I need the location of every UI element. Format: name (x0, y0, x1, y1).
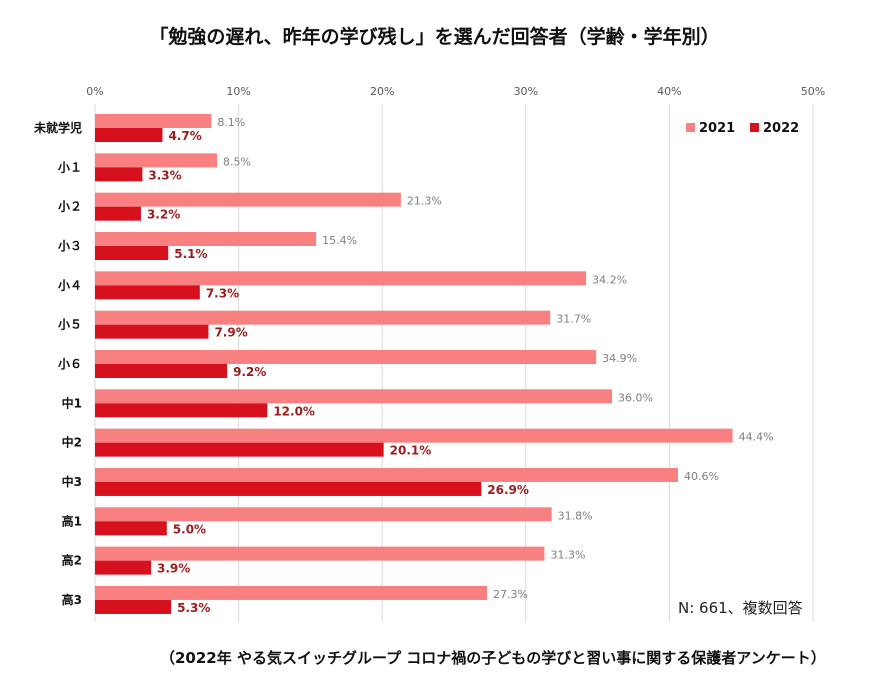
bar-2021 (95, 389, 612, 404)
data-label-2022: 3.9% (157, 562, 190, 576)
data-label-2022: 3.3% (148, 168, 181, 182)
category-label: 小３ (58, 238, 82, 253)
x-tick-label: 50% (801, 85, 825, 98)
data-label-2022: 7.3% (206, 286, 239, 300)
bar-2022 (95, 481, 482, 496)
data-label-2021: 40.6% (684, 470, 719, 483)
category-label: 中1 (62, 395, 82, 410)
category-label: 未就学児 (33, 120, 82, 135)
bar-2021 (95, 585, 488, 600)
bar-2022 (95, 245, 169, 260)
data-label-2021: 21.3% (407, 195, 442, 208)
bar-2022 (95, 324, 209, 339)
data-label-2021: 31.8% (558, 509, 593, 522)
bar-2022 (95, 521, 167, 536)
bar-2021 (95, 192, 401, 207)
x-tick-label: 20% (370, 85, 394, 98)
category-label: 小４ (58, 277, 82, 292)
data-label-2022: 20.1% (390, 444, 432, 458)
bar-2021 (95, 546, 545, 561)
category-label: 高2 (62, 553, 82, 568)
bar-2021 (95, 507, 552, 522)
data-label-2021: 31.3% (550, 549, 585, 562)
data-label-2022: 7.9% (214, 326, 247, 340)
data-label-2022: 5.0% (173, 522, 206, 536)
data-label-2021: 8.1% (217, 116, 245, 129)
bar-2022 (95, 403, 268, 418)
bar-2022 (95, 167, 143, 182)
data-label-2022: 5.1% (174, 247, 207, 261)
data-label-2022: 12.0% (273, 404, 315, 418)
bar-2022 (95, 128, 163, 142)
x-tick-label: 10% (226, 85, 250, 98)
data-label-2021: 8.5% (223, 155, 251, 168)
legend-label-2021: 2021 (699, 121, 735, 136)
data-label-2021: 31.7% (556, 313, 591, 326)
category-label: 小５ (58, 317, 82, 332)
data-label-2022: 9.2% (233, 365, 266, 379)
bar-2022 (95, 442, 384, 457)
category-label: 小１ (58, 159, 82, 174)
data-label-2021: 15.4% (322, 234, 357, 247)
bar-2022 (95, 206, 141, 221)
bar-2021 (95, 310, 551, 325)
legend-label-2022: 2022 (763, 121, 799, 136)
x-tick-label: 30% (514, 85, 538, 98)
source-caption: （2022年 やる気スイッチグループ コロナ禍の子どもの学びと習い事に関する保護… (160, 649, 826, 667)
bar-2021 (95, 153, 218, 168)
category-label: 中3 (62, 474, 82, 489)
legend-swatch-2022 (750, 123, 759, 132)
category-label: 中2 (62, 435, 82, 450)
sample-note: N: 661、複数回答 (678, 599, 803, 617)
data-label-2021: 36.0% (618, 391, 653, 404)
bar-2021 (95, 114, 212, 128)
bar-2021 (95, 428, 733, 443)
bar-2021 (95, 231, 317, 246)
bar-2021 (95, 349, 597, 364)
bar-2022 (95, 599, 172, 614)
data-label-2021: 44.4% (739, 431, 774, 444)
bar-2021 (95, 271, 587, 286)
legend-swatch-2021 (686, 123, 695, 132)
data-label-2022: 3.2% (147, 208, 180, 222)
x-tick-label: 40% (657, 85, 681, 98)
bar-2022 (95, 285, 200, 300)
category-label: 高3 (62, 592, 82, 607)
data-label-2022: 5.3% (177, 601, 210, 615)
chart-title: 「勉強の遅れ、昨年の学び残し」を選んだ回答者（学齢・学年別） (149, 26, 720, 48)
category-label: 小６ (58, 356, 82, 371)
data-label-2022: 26.9% (487, 483, 529, 497)
bar-2021 (95, 467, 679, 482)
x-tick-label: 0% (86, 85, 103, 98)
data-label-2022: 4.7% (168, 129, 201, 143)
bar-2022 (95, 363, 228, 378)
data-label-2021: 34.9% (602, 352, 637, 365)
category-label: 高1 (62, 513, 82, 528)
data-label-2021: 27.3% (493, 588, 528, 601)
category-label: 小２ (58, 199, 82, 214)
data-label-2021: 34.2% (592, 273, 627, 286)
bar-2022 (95, 560, 152, 575)
